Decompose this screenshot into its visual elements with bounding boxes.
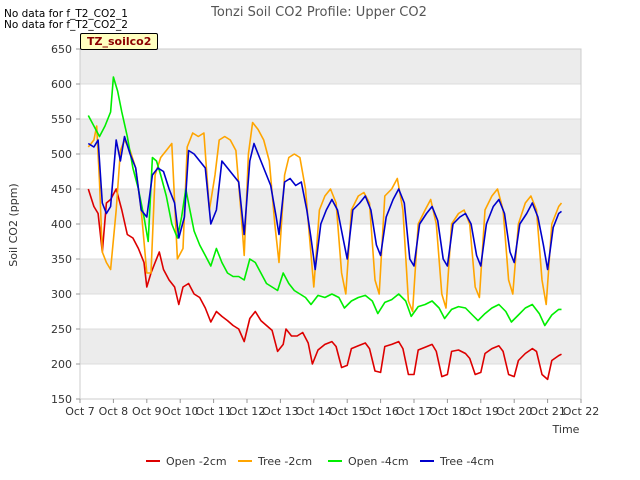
- series-line-tree-2cm: [87, 121, 563, 313]
- x-tick-label: Oct 16: [362, 405, 399, 418]
- x-tick-label: Oct 8: [99, 405, 129, 418]
- y-tick-label: 300: [51, 288, 72, 301]
- series-lines: [87, 76, 563, 381]
- background-band: [80, 119, 581, 154]
- y-tick-label: 550: [51, 113, 72, 126]
- x-tick-label: Oct 18: [429, 405, 466, 418]
- x-tick-label: Oct 21: [529, 405, 566, 418]
- y-tick-label: 450: [51, 183, 72, 196]
- y-tick-label: 150: [51, 393, 72, 406]
- y-tick-label: 650: [51, 43, 72, 56]
- y-tick-label: 600: [51, 78, 72, 91]
- y-tick-label: 350: [51, 253, 72, 266]
- x-tick-label: Oct 12: [229, 405, 266, 418]
- background-band: [80, 49, 581, 84]
- y-axis-ticks: 150 200 250 300 350 400 450 500 550 600 650: [51, 43, 80, 406]
- x-tick-label: Oct 19: [463, 405, 500, 418]
- x-tick-label: Oct 9: [132, 405, 162, 418]
- x-tick-label: Oct 22: [563, 405, 600, 418]
- y-tick-label: 500: [51, 148, 72, 161]
- x-tick-label: Oct 14: [296, 405, 333, 418]
- legend-label-tree-2cm: Tree -2cm: [257, 455, 312, 468]
- x-tick-label: Oct 10: [162, 405, 199, 418]
- legend-label-tree-4cm: Tree -4cm: [439, 455, 494, 468]
- x-axis-label: Time: [552, 423, 580, 436]
- no-data-message-2: No data for f_T2_CO2_2: [4, 19, 128, 31]
- legend: Open -2cm Tree -2cm Open -4cm Tree -4cm: [146, 455, 494, 468]
- background-band: [80, 189, 581, 224]
- x-tick-label: Oct 11: [195, 405, 232, 418]
- site-badge[interactable]: TZ_soilco2: [80, 33, 159, 50]
- y-axis-label: Soil CO2 (ppm): [7, 183, 20, 266]
- x-tick-label: Oct 7: [65, 405, 95, 418]
- series-line-tree-4cm: [87, 135, 562, 271]
- y-tick-label: 400: [51, 218, 72, 231]
- series-line-open-2cm: [87, 188, 562, 381]
- background-band: [80, 329, 581, 364]
- x-tick-label: Oct 13: [262, 405, 299, 418]
- legend-label-open-4cm: Open -4cm: [348, 455, 409, 468]
- no-data-message-1: No data for f_T2_CO2_1: [4, 8, 128, 20]
- background-band: [80, 259, 581, 294]
- x-tick-label: Oct 20: [496, 405, 533, 418]
- x-tick-label: Oct 15: [329, 405, 366, 418]
- y-tick-label: 200: [51, 358, 72, 371]
- y-tick-label: 250: [51, 323, 72, 336]
- series-line-open-4cm: [87, 76, 562, 327]
- legend-label-open-2cm: Open -2cm: [166, 455, 227, 468]
- background-bands: [80, 49, 581, 364]
- x-tick-label: Oct 17: [396, 405, 433, 418]
- chart-title: Tonzi Soil CO2 Profile: Upper CO2: [210, 5, 427, 20]
